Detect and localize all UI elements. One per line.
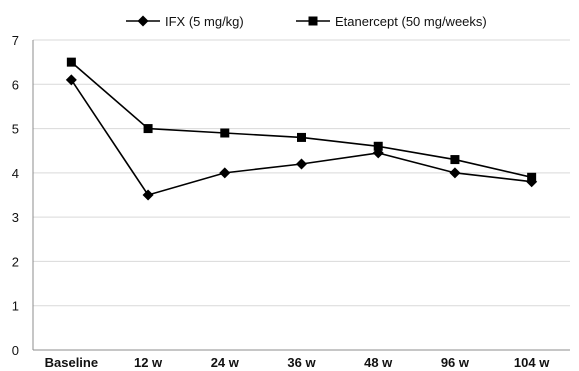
square-marker <box>527 172 537 182</box>
square-marker <box>143 124 153 134</box>
diamond-marker <box>296 158 307 170</box>
diamond-marker <box>142 189 154 201</box>
y-tick-label: 3 <box>12 210 19 225</box>
diamond-marker <box>65 74 77 86</box>
square-marker <box>220 128 230 138</box>
y-tick-label: 7 <box>12 33 19 48</box>
legend-item-2: Etanercept (50 mg/weeks) <box>296 14 487 29</box>
square-marker <box>450 155 460 165</box>
series-layer <box>65 57 538 201</box>
axes: 0 1 2 3 4 5 6 7 Baseline 12 w 24 w 36 w 48 w 96 w 104 … <box>12 33 570 370</box>
series-2 <box>66 57 537 182</box>
x-tick-label: 12 w <box>134 355 163 370</box>
diamond-marker <box>219 167 231 179</box>
x-tick-label: 36 w <box>287 355 316 370</box>
x-tick-label: 48 w <box>364 355 393 370</box>
legend-item-1: IFX (5 mg/kg) <box>126 14 244 29</box>
diamond-marker <box>449 167 461 179</box>
square-marker <box>297 132 306 142</box>
legend-marker-icon <box>308 16 318 26</box>
y-tick-label: 0 <box>12 343 19 358</box>
y-tick-label: 4 <box>12 166 19 181</box>
gridlines <box>33 39 570 307</box>
y-tick-label: 5 <box>12 122 19 137</box>
x-tick-label: 96 w <box>441 355 470 370</box>
legend-label: IFX (5 mg/kg) <box>165 14 244 29</box>
legend-marker-icon <box>137 15 149 27</box>
x-tick-label: 104 w <box>514 355 550 370</box>
square-marker <box>373 141 383 151</box>
x-tick-label: Baseline <box>45 355 98 370</box>
legend-label: Etanercept (50 mg/weeks) <box>335 14 487 29</box>
legend: IFX (5 mg/kg) Etanercept (50 mg/weeks) <box>126 14 487 29</box>
y-tick-label: 1 <box>12 299 19 314</box>
y-tick-label: 2 <box>12 254 19 269</box>
y-tick-label: 6 <box>12 77 19 92</box>
square-marker <box>66 57 76 67</box>
x-tick-label: 24 w <box>211 355 240 370</box>
